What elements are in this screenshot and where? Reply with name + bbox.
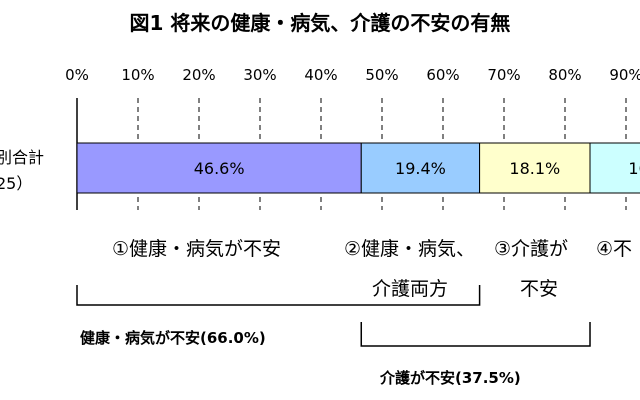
brackets: 健康・病気が不安(66.0%) 介護が不安(37.5%) (76, 285, 591, 387)
bar-segments: 46.6% 19.4% 18.1% 16 (76, 142, 640, 194)
bracket-1 (76, 285, 481, 306)
chart-title: 図1 将来の健康・病気、介護の不安の有無 (130, 11, 511, 35)
bar-segment-2 (360, 142, 481, 194)
data-label-2: 19.4% (395, 159, 446, 178)
legend-label-2: ②健康・病気、 (344, 238, 475, 260)
data-label-1: 46.6% (194, 159, 245, 178)
x-tick-label: 60% (426, 66, 459, 84)
x-tick-label: 10% (121, 66, 154, 84)
legend-label-4: ④不 (596, 238, 632, 260)
bar-segment-3 (479, 142, 591, 194)
x-tick-label: 20% (182, 66, 215, 84)
x-tick-label: 90% (609, 66, 640, 84)
legend-label-1: ①健康・病気が不安 (112, 238, 281, 260)
x-axis-ticks: 0% 10% 20% 30% 40% 50% 60% 70% 80% 90% (65, 66, 640, 84)
legend-label-3: ③介護が (494, 238, 568, 260)
bar-segment-4 (589, 142, 640, 194)
x-tick-label: 80% (548, 66, 581, 84)
legend-label-3-line2: 不安 (520, 278, 558, 300)
bracket-2 (360, 322, 591, 347)
x-tick-label: 50% (365, 66, 398, 84)
legend-label-2-line2: 介護両方 (372, 278, 448, 300)
bracket-label-2: 介護が不安(37.5%) (379, 369, 521, 387)
row-label-2: 25） (0, 174, 32, 193)
x-tick-label: 30% (243, 66, 276, 84)
data-label-4: 16 (628, 159, 640, 178)
x-tick-label: 0% (65, 66, 89, 84)
x-tick-label: 70% (487, 66, 520, 84)
bracket-label-1: 健康・病気が不安(66.0%) (80, 329, 266, 347)
row-label-1: 別合計 (0, 148, 44, 167)
data-label-3: 18.1% (509, 159, 560, 178)
x-tick-label: 40% (304, 66, 337, 84)
